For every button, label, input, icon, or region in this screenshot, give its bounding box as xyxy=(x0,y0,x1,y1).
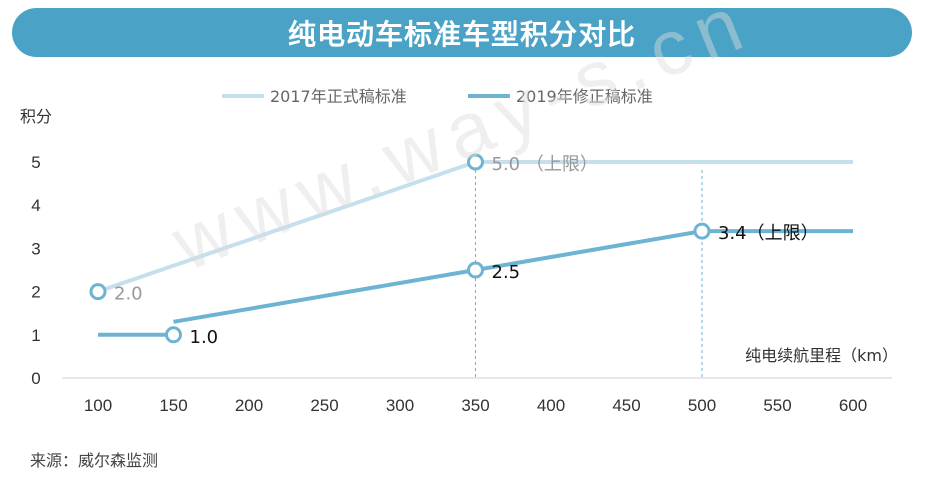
x-tick-label: 500 xyxy=(688,396,716,415)
y-tick-label: 4 xyxy=(31,196,40,215)
legend-label: 2019年修正稿标准 xyxy=(516,87,653,106)
data-point-marker xyxy=(89,283,107,301)
x-tick-label: 450 xyxy=(612,396,640,415)
x-tick-label: 200 xyxy=(235,396,263,415)
x-tick-label: 300 xyxy=(386,396,414,415)
title-banner: 纯电动车标准车型积分对比 xyxy=(12,8,912,57)
data-label: 2.0 xyxy=(114,284,143,305)
data-label: 1.0 xyxy=(190,327,219,348)
x-tick-label: 250 xyxy=(310,396,338,415)
x-tick-label: 550 xyxy=(763,396,791,415)
y-tick-label: 2 xyxy=(31,283,40,302)
x-tick-label: 350 xyxy=(461,396,489,415)
x-tick-label: 400 xyxy=(537,396,565,415)
legend-label: 2017年正式稿标准 xyxy=(270,87,407,106)
data-label: 3.4（上限） xyxy=(718,223,819,244)
chart-title: 纯电动车标准车型积分对比 xyxy=(287,17,636,51)
data-point-marker xyxy=(467,153,484,171)
source-note: 来源：威尔森监测 xyxy=(30,451,159,470)
y-tick-label: 5 xyxy=(31,153,40,172)
y-axis-label: 积分 xyxy=(20,107,52,126)
data-point-marker xyxy=(165,326,182,344)
y-tick-label: 3 xyxy=(31,239,40,258)
data-point-marker xyxy=(693,222,711,240)
x-axis-label: 纯电续航里程（km） xyxy=(745,346,898,365)
x-tick-label: 150 xyxy=(159,396,187,415)
y-tick-label: 0 xyxy=(31,369,40,388)
series-line-2019 xyxy=(173,229,853,324)
data-point-marker xyxy=(467,261,484,279)
data-label: 5.0 （上限） xyxy=(492,154,598,175)
y-tick-label: 1 xyxy=(31,326,40,345)
x-tick-label: 100 xyxy=(84,396,112,415)
data-label: 2.5 xyxy=(492,262,521,283)
x-tick-label: 600 xyxy=(839,396,867,415)
